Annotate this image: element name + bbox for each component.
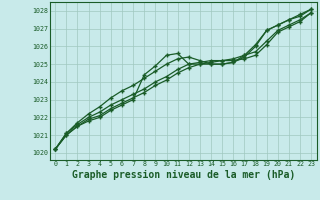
- X-axis label: Graphe pression niveau de la mer (hPa): Graphe pression niveau de la mer (hPa): [72, 170, 295, 180]
